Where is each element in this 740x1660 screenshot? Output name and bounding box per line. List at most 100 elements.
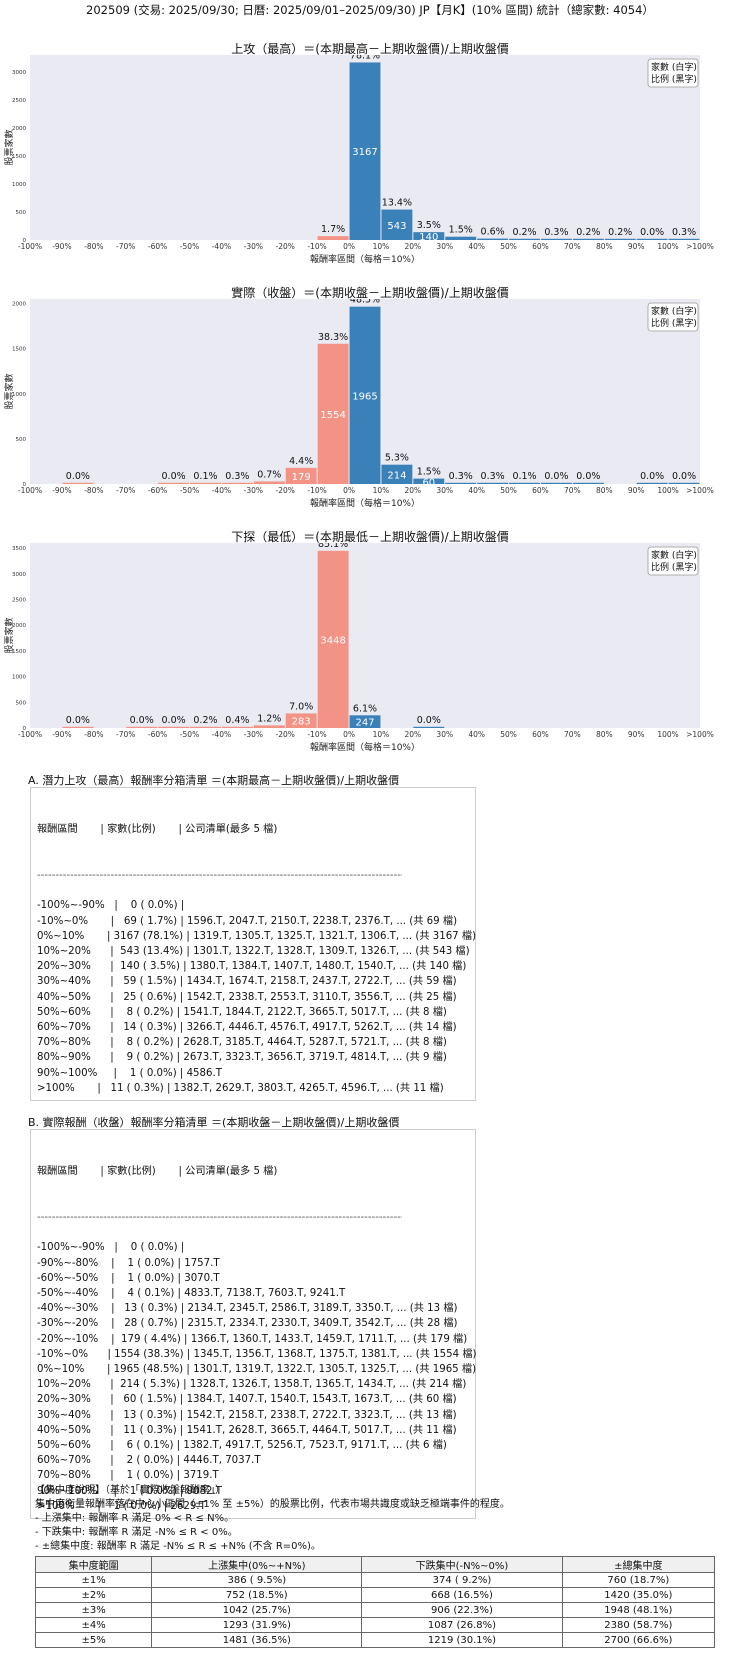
- y-tick-label: 2000: [12, 126, 26, 132]
- x-tick-label: 70%: [564, 486, 581, 495]
- list-item: 30%~40% | 59 ( 1.5%) | 1434.T, 1674.T, 2…: [37, 976, 457, 988]
- x-tick-label: 0%: [343, 242, 355, 251]
- bar: [190, 726, 221, 728]
- list-item: 20%~30% | 140 ( 3.5%) | 1380.T, 1384.T, …: [37, 961, 467, 973]
- x-tick-label: -20%: [276, 242, 295, 251]
- pct-label: 0.2%: [576, 227, 600, 238]
- bar: [253, 725, 285, 728]
- list-item: -100%~-90% | 0 ( 0.0%) |: [37, 900, 185, 912]
- pct-label: 78.1%: [350, 55, 380, 61]
- x-tick-label: -60%: [148, 486, 167, 495]
- x-tick-label: 70%: [564, 730, 581, 739]
- bar: [253, 481, 285, 484]
- table-cell: ±2%: [34, 1587, 153, 1603]
- table-cell: 1293 (31.9%): [151, 1617, 363, 1633]
- x-tick-label: -50%: [180, 242, 199, 251]
- legend-count-label: 家數 (白字): [651, 305, 697, 317]
- section-a-divider: ----------------------------------------…: [37, 870, 402, 882]
- x-tick-label: -40%: [212, 730, 231, 739]
- legend-count-label: 家數 (白字): [651, 549, 697, 561]
- chart1-title: 上攻（最高）＝(本期最高－上期收盤價)/上期收盤價: [231, 42, 509, 56]
- x-tick-label: -80%: [84, 730, 103, 739]
- bar: [381, 209, 413, 240]
- x-tick-label: -90%: [52, 486, 71, 495]
- x-tick-label: -70%: [116, 730, 135, 739]
- bar: [317, 343, 349, 484]
- x-tick-label: -90%: [52, 730, 71, 739]
- table-cell: 2700 (66.6%): [561, 1632, 716, 1648]
- bar: [572, 482, 604, 484]
- list-item: -10%~0% | 69 ( 1.7%) | 1596.T, 2047.T, 2…: [37, 915, 458, 927]
- x-tick-label: 0%: [343, 486, 355, 495]
- bar: [636, 238, 668, 240]
- x-tick-label: 100%: [657, 730, 678, 739]
- pct-label: 4.4%: [289, 456, 313, 467]
- pct-label: 1.2%: [257, 713, 281, 724]
- list-item: 0%~10% | 1965 (48.5%) | 1301.T, 1319.T, …: [37, 1364, 477, 1376]
- pct-label: 0.3%: [449, 471, 473, 482]
- x-tick-label: -20%: [276, 730, 295, 739]
- x-tick-label: 60%: [532, 242, 549, 251]
- x-tick-label: 60%: [532, 730, 549, 739]
- x-tick-label: 100%: [657, 242, 678, 251]
- pct-label: 7.0%: [289, 701, 313, 712]
- legend-count-label: 家數 (白字): [651, 61, 697, 73]
- pct-label: 0.6%: [481, 227, 505, 238]
- pct-label: 1.5%: [417, 467, 441, 478]
- bar: [540, 238, 572, 240]
- y-tick-label: 500: [16, 700, 27, 706]
- table-cell: 760 (18.7%): [561, 1572, 716, 1588]
- bar: [221, 482, 253, 484]
- bar: [509, 482, 540, 484]
- bar: [190, 482, 221, 484]
- y-tick-label: 1500: [12, 649, 26, 655]
- table-cell: 1481 (36.5%): [151, 1632, 363, 1648]
- bar: [158, 482, 190, 484]
- pct-label: 0.3%: [225, 471, 249, 482]
- x-tick-label: 30%: [436, 242, 453, 251]
- x-tick-label: 20%: [405, 730, 422, 739]
- bar: [349, 715, 381, 728]
- y-tick-label: 2000: [12, 623, 26, 629]
- bar: [572, 238, 604, 240]
- bar: [317, 550, 349, 728]
- bar: [62, 726, 94, 728]
- section-b-divider: ----------------------------------------…: [37, 1212, 402, 1224]
- table-row: ±1% 386 ( 9.5%) 374 ( 9.2%) 760 (18.7%): [34, 1572, 716, 1588]
- y-tick-label: 0: [23, 726, 27, 732]
- legend-frame: [647, 58, 699, 88]
- x-tick-label: -50%: [180, 730, 199, 739]
- bar: [413, 478, 445, 484]
- x-axis-label: 報酬率區間（每格＝10%）: [310, 253, 420, 265]
- section-a-title: A. 潛力上攻（最高）報酬率分箱清單 ＝(本期最高－上期收盤價)/上期收盤價: [28, 774, 400, 787]
- pct-label: 0.0%: [162, 715, 186, 726]
- x-tick-label: -10%: [307, 242, 326, 251]
- y-tick-label: 1000: [12, 675, 26, 681]
- pct-label: 0.0%: [640, 471, 664, 482]
- table-cell: 668 (16.5%): [361, 1587, 563, 1603]
- notes-line: - 下跌集中: 報酬率 R 滿足 -N% ≤ R < 0%。: [35, 1527, 238, 1538]
- count-label: 179: [292, 472, 311, 483]
- column-header: 下跌集中(-N%~0%): [361, 1556, 563, 1573]
- legend-box: 家數 (白字)比例 (黑字): [647, 58, 699, 88]
- x-tick-label: 30%: [436, 486, 453, 495]
- table-cell: 752 (18.5%): [151, 1587, 363, 1603]
- table-cell: 386 ( 9.5%): [151, 1572, 363, 1588]
- count-label: 247: [355, 718, 374, 729]
- chart-low: 0 500 1000 1500 2000 2500 3000 3500 股票家數 0.0% 0.0%…: [3, 543, 714, 753]
- x-tick-label: -40%: [212, 486, 231, 495]
- section-b-list: 報酬區間 | 家數(比例) | 公司清單(最多 5 檔) -----------…: [30, 1129, 477, 1520]
- legend-pct-label: 比例 (黑字): [651, 73, 697, 85]
- x-tick-label: 10%: [373, 242, 390, 251]
- page-header: 202509 (交易: 2025/09/30; 日曆: 2025/09/01–2…: [86, 3, 654, 17]
- bar: [62, 482, 94, 484]
- x-tick-label: 30%: [436, 730, 453, 739]
- list-item: -90%~-80% | 1 ( 0.0%) | 1757.T: [37, 1257, 220, 1269]
- table-cell: ±5%: [34, 1632, 153, 1648]
- x-tick-label: 0%: [343, 730, 355, 739]
- y-tick-label: 0: [23, 482, 27, 488]
- x-tick-label: -60%: [148, 730, 167, 739]
- bar: [285, 713, 317, 728]
- chart-close: 0 500 1000 1500 2000 股票家數 0.0% 0.0% 0.1% 0.3% 0.7%…: [3, 299, 714, 509]
- y-axis-label: 股票家數: [3, 129, 15, 165]
